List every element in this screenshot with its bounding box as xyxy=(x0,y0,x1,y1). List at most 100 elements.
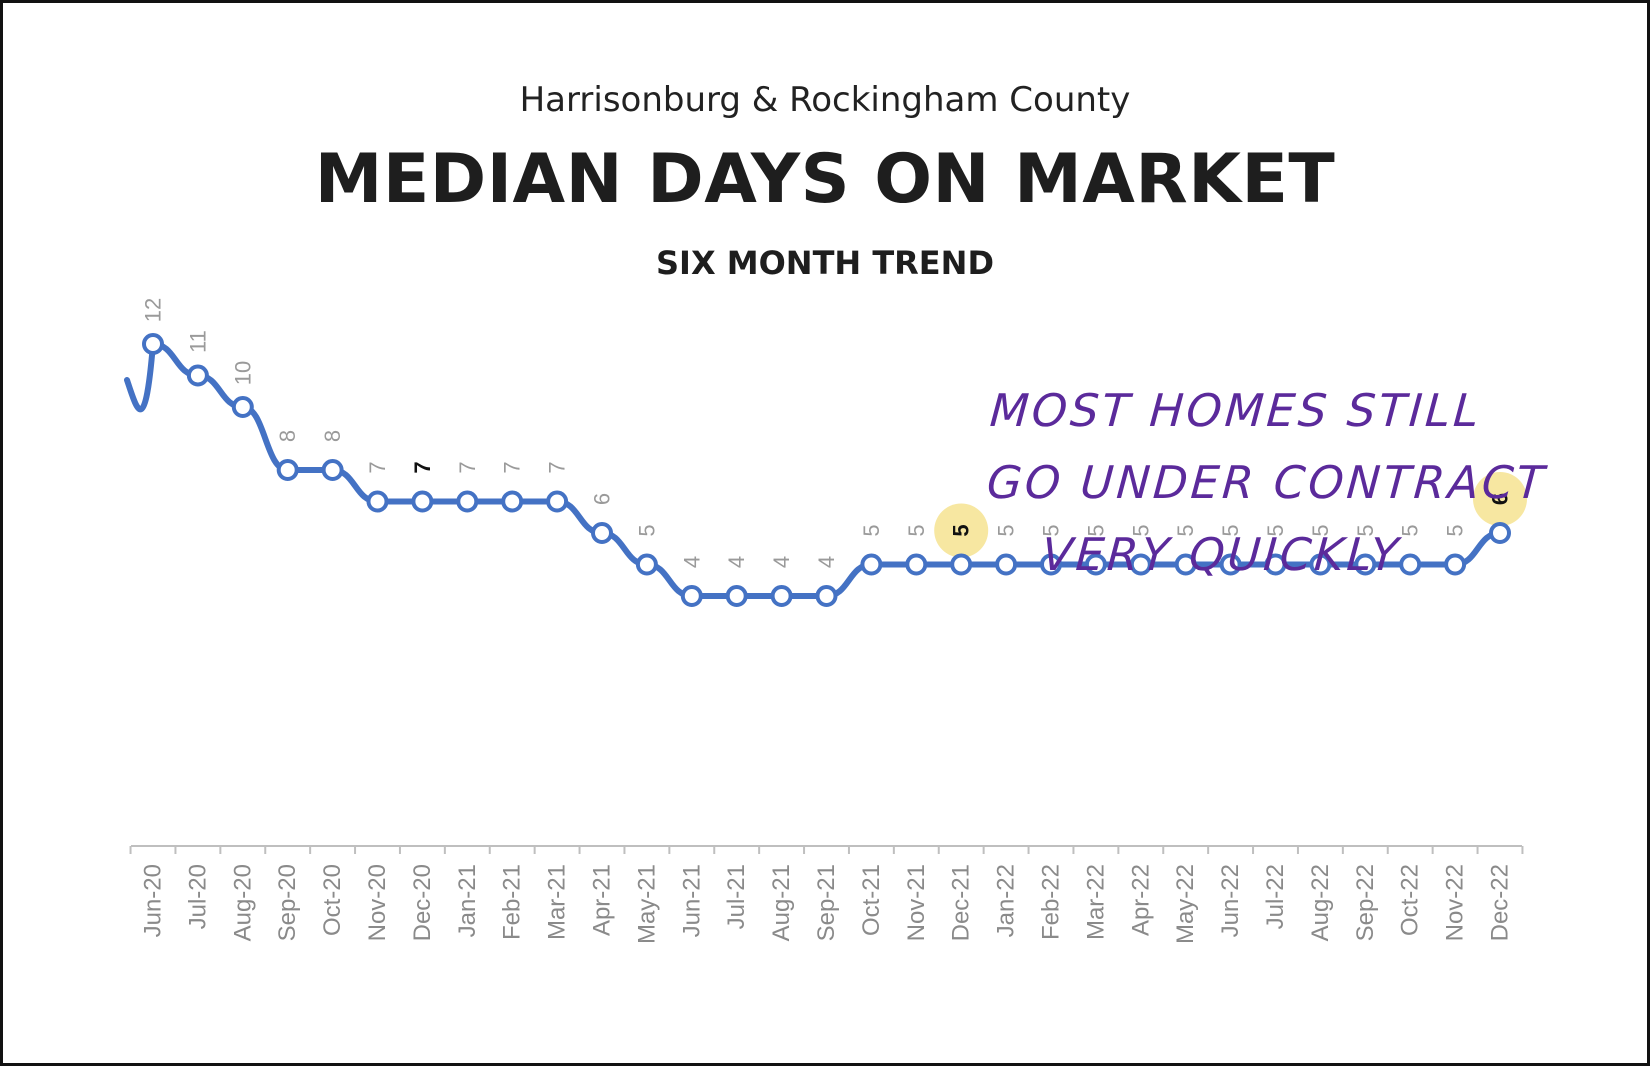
annotation-line: MOST HOMES STILL xyxy=(988,384,1484,437)
x-tick-label: Dec-21 xyxy=(948,864,975,941)
x-tick-label: Oct-21 xyxy=(858,864,885,936)
data-point xyxy=(1084,553,1107,576)
x-tick-label: May-22 xyxy=(1172,864,1199,944)
data-label: 7 xyxy=(500,461,525,473)
data-point xyxy=(1309,553,1332,576)
data-label: 4 xyxy=(724,556,749,568)
data-point xyxy=(1354,553,1377,576)
highlight-circle xyxy=(1473,472,1527,526)
chart-pre-title: Harrisonburg & Rockingham County xyxy=(519,80,1131,120)
data-point xyxy=(1489,522,1511,544)
data-label: 4 xyxy=(814,556,839,568)
data-point xyxy=(1129,553,1152,576)
handwritten-annotation: MOST HOMES STILL GO UNDER CONTRACT VERY … xyxy=(977,375,1549,591)
chart-subtitle: SIX MONTH TREND xyxy=(655,244,994,282)
x-tick-label: Nov-20 xyxy=(364,864,391,941)
data-label: 5 xyxy=(1443,524,1468,536)
data-label: 4 xyxy=(679,556,704,568)
annotation-line: VERY QUICKLY xyxy=(1040,528,1403,581)
data-label: 4 xyxy=(769,556,794,568)
x-tick-label: Mar-21 xyxy=(544,864,571,940)
x-tick-label: Apr-21 xyxy=(589,864,616,936)
data-label: 5 xyxy=(634,524,659,536)
x-tick-label: May-21 xyxy=(633,864,660,944)
data-point xyxy=(1040,553,1062,576)
data-label: 5 xyxy=(1263,524,1288,536)
data-point xyxy=(142,333,164,355)
x-tick-label: Nov-21 xyxy=(903,864,930,941)
x-tick-label: Jul-21 xyxy=(723,864,750,929)
data-point xyxy=(591,522,613,544)
data-label: 5 xyxy=(1218,524,1243,536)
x-tick-label: Jul-20 xyxy=(184,864,211,929)
data-label: 12 xyxy=(141,298,166,322)
data-point xyxy=(321,459,344,481)
x-tick-label: Jan-21 xyxy=(454,864,481,937)
data-label: 7 xyxy=(410,461,435,473)
data-point xyxy=(950,553,973,576)
data-point xyxy=(501,490,524,513)
data-label: 5 xyxy=(1083,524,1108,536)
data-point xyxy=(725,585,748,607)
data-label: 5 xyxy=(859,524,884,536)
data-point xyxy=(546,490,569,513)
data-label: 7 xyxy=(455,461,480,473)
data-label: 5 xyxy=(1353,524,1378,536)
data-label: 5 xyxy=(994,524,1019,536)
data-label: 5 xyxy=(1128,524,1153,536)
data-point xyxy=(456,490,479,513)
x-tick-label: Aug-21 xyxy=(768,864,795,941)
x-tick-label: Feb-22 xyxy=(1038,864,1065,940)
data-point xyxy=(1219,553,1242,576)
data-point xyxy=(276,459,299,481)
x-tick-label: Jan-22 xyxy=(993,864,1020,937)
data-label: 6 xyxy=(590,493,615,505)
x-tick-label: Sep-20 xyxy=(274,864,301,941)
data-label: 5 xyxy=(1398,524,1423,536)
data-point xyxy=(680,585,703,607)
x-tick-label: Jun-21 xyxy=(678,864,705,937)
data-label: 5 xyxy=(1039,524,1064,536)
data-label: 7 xyxy=(545,461,570,473)
data-point xyxy=(186,364,209,387)
data-label: 8 xyxy=(275,430,300,442)
x-tick-label: Sep-22 xyxy=(1352,864,1379,941)
x-tick-label: Apr-22 xyxy=(1127,864,1154,936)
data-label: 5 xyxy=(904,524,929,536)
data-point xyxy=(366,490,389,513)
data-label: 11 xyxy=(185,330,210,353)
x-tick-label: Oct-22 xyxy=(1397,864,1424,936)
data-label: 8 xyxy=(320,430,345,442)
annotation-line: GO UNDER CONTRACT xyxy=(985,456,1549,509)
data-point xyxy=(860,553,883,576)
data-label: 5 xyxy=(1308,524,1333,536)
x-tick-label: Nov-22 xyxy=(1442,864,1469,941)
data-label: 7 xyxy=(365,461,390,473)
data-label: 5 xyxy=(949,524,974,536)
x-tick-label: Dec-20 xyxy=(409,864,436,941)
x-tick-label: Dec-22 xyxy=(1487,864,1514,941)
data-point xyxy=(1264,553,1287,576)
data-point xyxy=(815,585,838,607)
data-point xyxy=(635,553,658,576)
x-tick-label: Jun-22 xyxy=(1217,864,1244,937)
data-point xyxy=(1444,553,1467,576)
x-tick-label: Sep-21 xyxy=(813,864,840,941)
x-tick-label: Feb-21 xyxy=(499,864,526,940)
data-point xyxy=(905,553,928,576)
data-point xyxy=(1399,553,1422,576)
data-label: 5 xyxy=(1173,524,1198,536)
x-tick-label: Jun-20 xyxy=(140,864,167,937)
data-point xyxy=(411,490,434,513)
data-point xyxy=(1174,553,1197,576)
x-tick-label: Oct-20 xyxy=(319,864,346,936)
data-point xyxy=(231,396,254,418)
x-tick-label: Aug-20 xyxy=(229,864,256,941)
data-point xyxy=(770,585,793,607)
data-label: 10 xyxy=(230,361,255,385)
highlight-circle xyxy=(934,503,989,558)
chart-title: MEDIAN DAYS ON MARKET xyxy=(314,140,1336,219)
data-label: 6 xyxy=(1488,493,1513,505)
